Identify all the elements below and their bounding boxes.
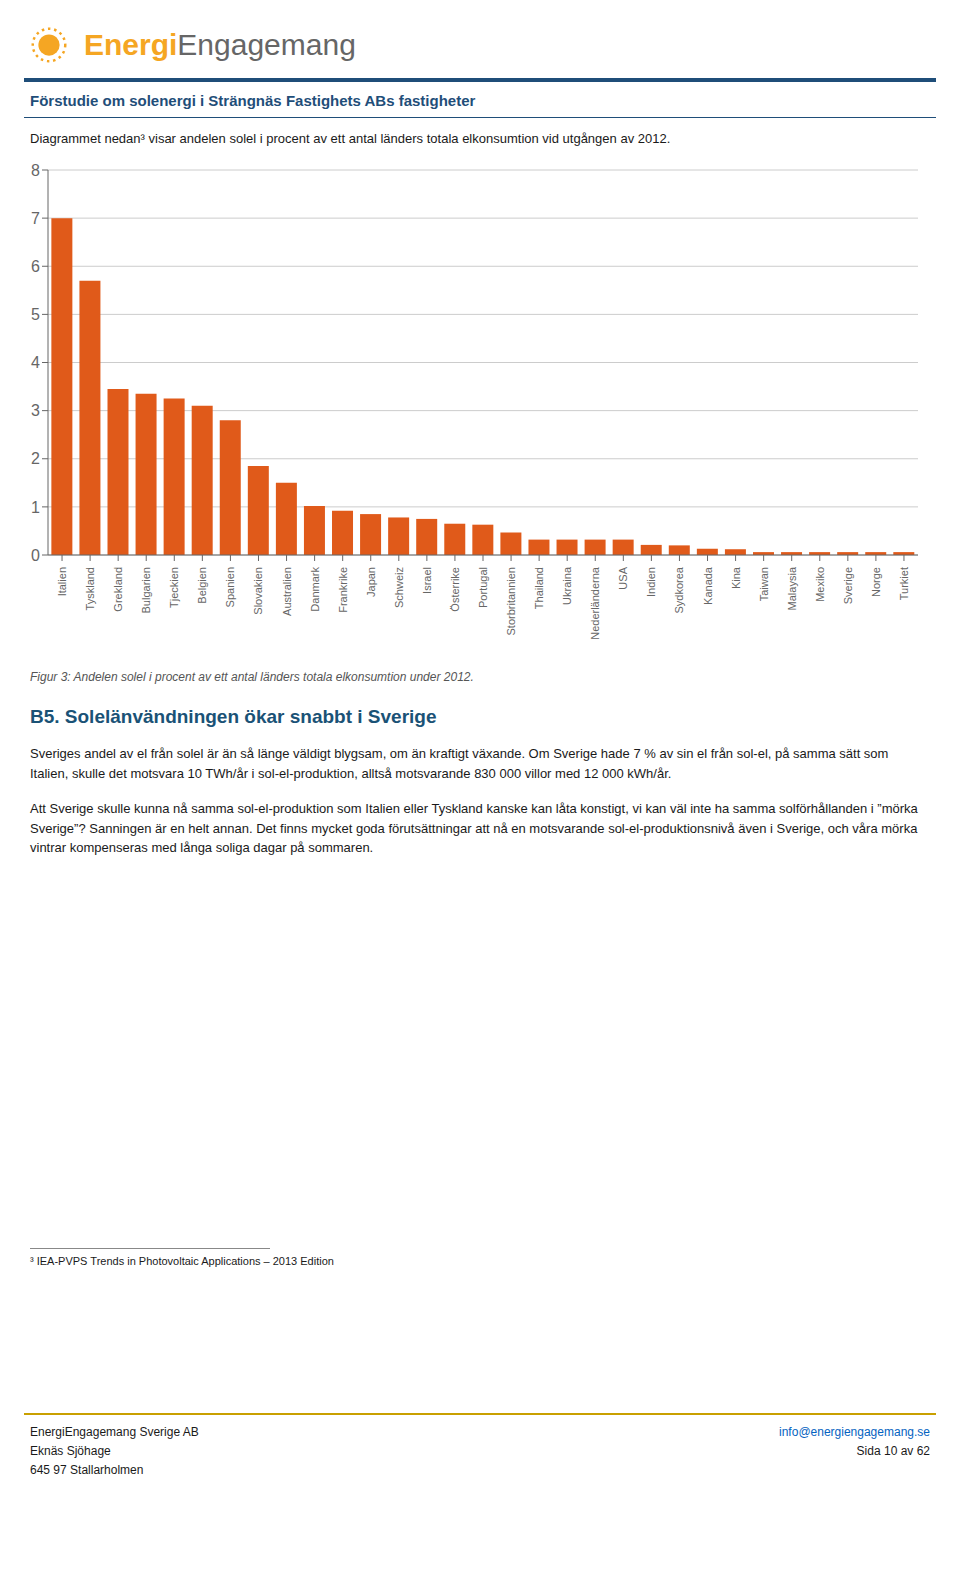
svg-text:Tjeckien: Tjeckien — [168, 567, 180, 608]
html-text:³ IEA-PVPS Trends in Photovolt: ³ IEA-PVPS Trends in Photovoltaic Applic… — [30, 1255, 334, 1267]
svg-text:Österrike: Österrike — [449, 567, 461, 612]
html-text:Förstudie om solenergi i Strän: Förstudie om solenergi i Strängnäs Fasti… — [30, 92, 476, 109]
svg-text:Australien: Australien — [281, 567, 293, 616]
svg-text:Nederländerna: Nederländerna — [589, 566, 601, 640]
svg-text:0: 0 — [31, 547, 40, 564]
html-text:Diagrammet nedan³ visar andele: Diagrammet nedan³ visar andelen solel i … — [30, 131, 671, 146]
svg-text:3: 3 — [31, 402, 40, 419]
svg-text:6: 6 — [31, 258, 40, 275]
svg-text:Tyskland: Tyskland — [84, 567, 96, 610]
svg-text:Bulgarien: Bulgarien — [140, 567, 152, 613]
svg-text:Portugal: Portugal — [477, 567, 489, 608]
svg-text:1: 1 — [31, 499, 40, 516]
svg-text:4: 4 — [31, 354, 40, 371]
svg-text:Norge: Norge — [870, 567, 882, 597]
svg-text:Italien: Italien — [56, 567, 68, 596]
svg-text:7: 7 — [31, 210, 40, 227]
svg-text:Frankrike: Frankrike — [337, 567, 349, 613]
svg-text:Ukraina: Ukraina — [561, 566, 573, 605]
svg-text:Storbritannien: Storbritannien — [505, 567, 517, 636]
svg-text:Sydkorea: Sydkorea — [673, 566, 685, 613]
svg-text:Danmark: Danmark — [309, 567, 321, 612]
svg-text:Slovakien: Slovakien — [252, 567, 264, 615]
svg-text:USA: USA — [617, 567, 629, 590]
svg-text:Belgien: Belgien — [196, 567, 208, 604]
html-text:info@energiengagemang.se: info@energiengagemang.se — [779, 1425, 930, 1439]
svg-text:Sverige: Sverige — [842, 567, 854, 604]
html-text:Sida 10 av 62: Sida 10 av 62 — [856, 1444, 930, 1459]
svg-text:Israel: Israel — [421, 567, 433, 594]
svg-text:5: 5 — [31, 306, 40, 323]
html-text:Sveriges andel av el från sole: Sveriges andel av el från solel är än så… — [30, 746, 889, 781]
svg-text:Kina: Kina — [730, 566, 742, 589]
svg-text:Schweiz: Schweiz — [393, 567, 405, 608]
svg-text:Thailand: Thailand — [533, 567, 545, 609]
svg-text:Indien: Indien — [645, 567, 657, 597]
svg-text:Kanada: Kanada — [702, 566, 714, 605]
svg-text:Turkiet: Turkiet — [898, 567, 910, 600]
svg-text:8: 8 — [31, 162, 40, 179]
svg-text:2: 2 — [31, 451, 40, 468]
svg-text:Mexiko: Mexiko — [814, 567, 826, 602]
svg-text:Taiwan: Taiwan — [758, 567, 770, 601]
svg-text:Spanien: Spanien — [224, 567, 236, 607]
html-text:Energi Engagemang: Energi Engagemang — [84, 28, 356, 61]
svg-text:Malaysia: Malaysia — [786, 566, 798, 610]
html-text:Att Sverige skulle kunna nå sa: Att Sverige skulle kunna nå samma sol-el… — [30, 801, 918, 856]
svg-text:Japan: Japan — [365, 567, 377, 597]
html-text:B5. Solelänvändningen ökar sna: B5. Solelänvändningen ökar snabbt i Sver… — [30, 706, 437, 728]
svg-text:Grekland: Grekland — [112, 567, 124, 612]
html-text:EnergiEngagemang Sverige AB Ek: EnergiEngagemang Sverige AB Eknäs Sjöhag… — [30, 1425, 199, 1478]
html-text:Figur 3: Andelen solel i proce: Figur 3: Andelen solel i procent av ett … — [30, 670, 474, 685]
